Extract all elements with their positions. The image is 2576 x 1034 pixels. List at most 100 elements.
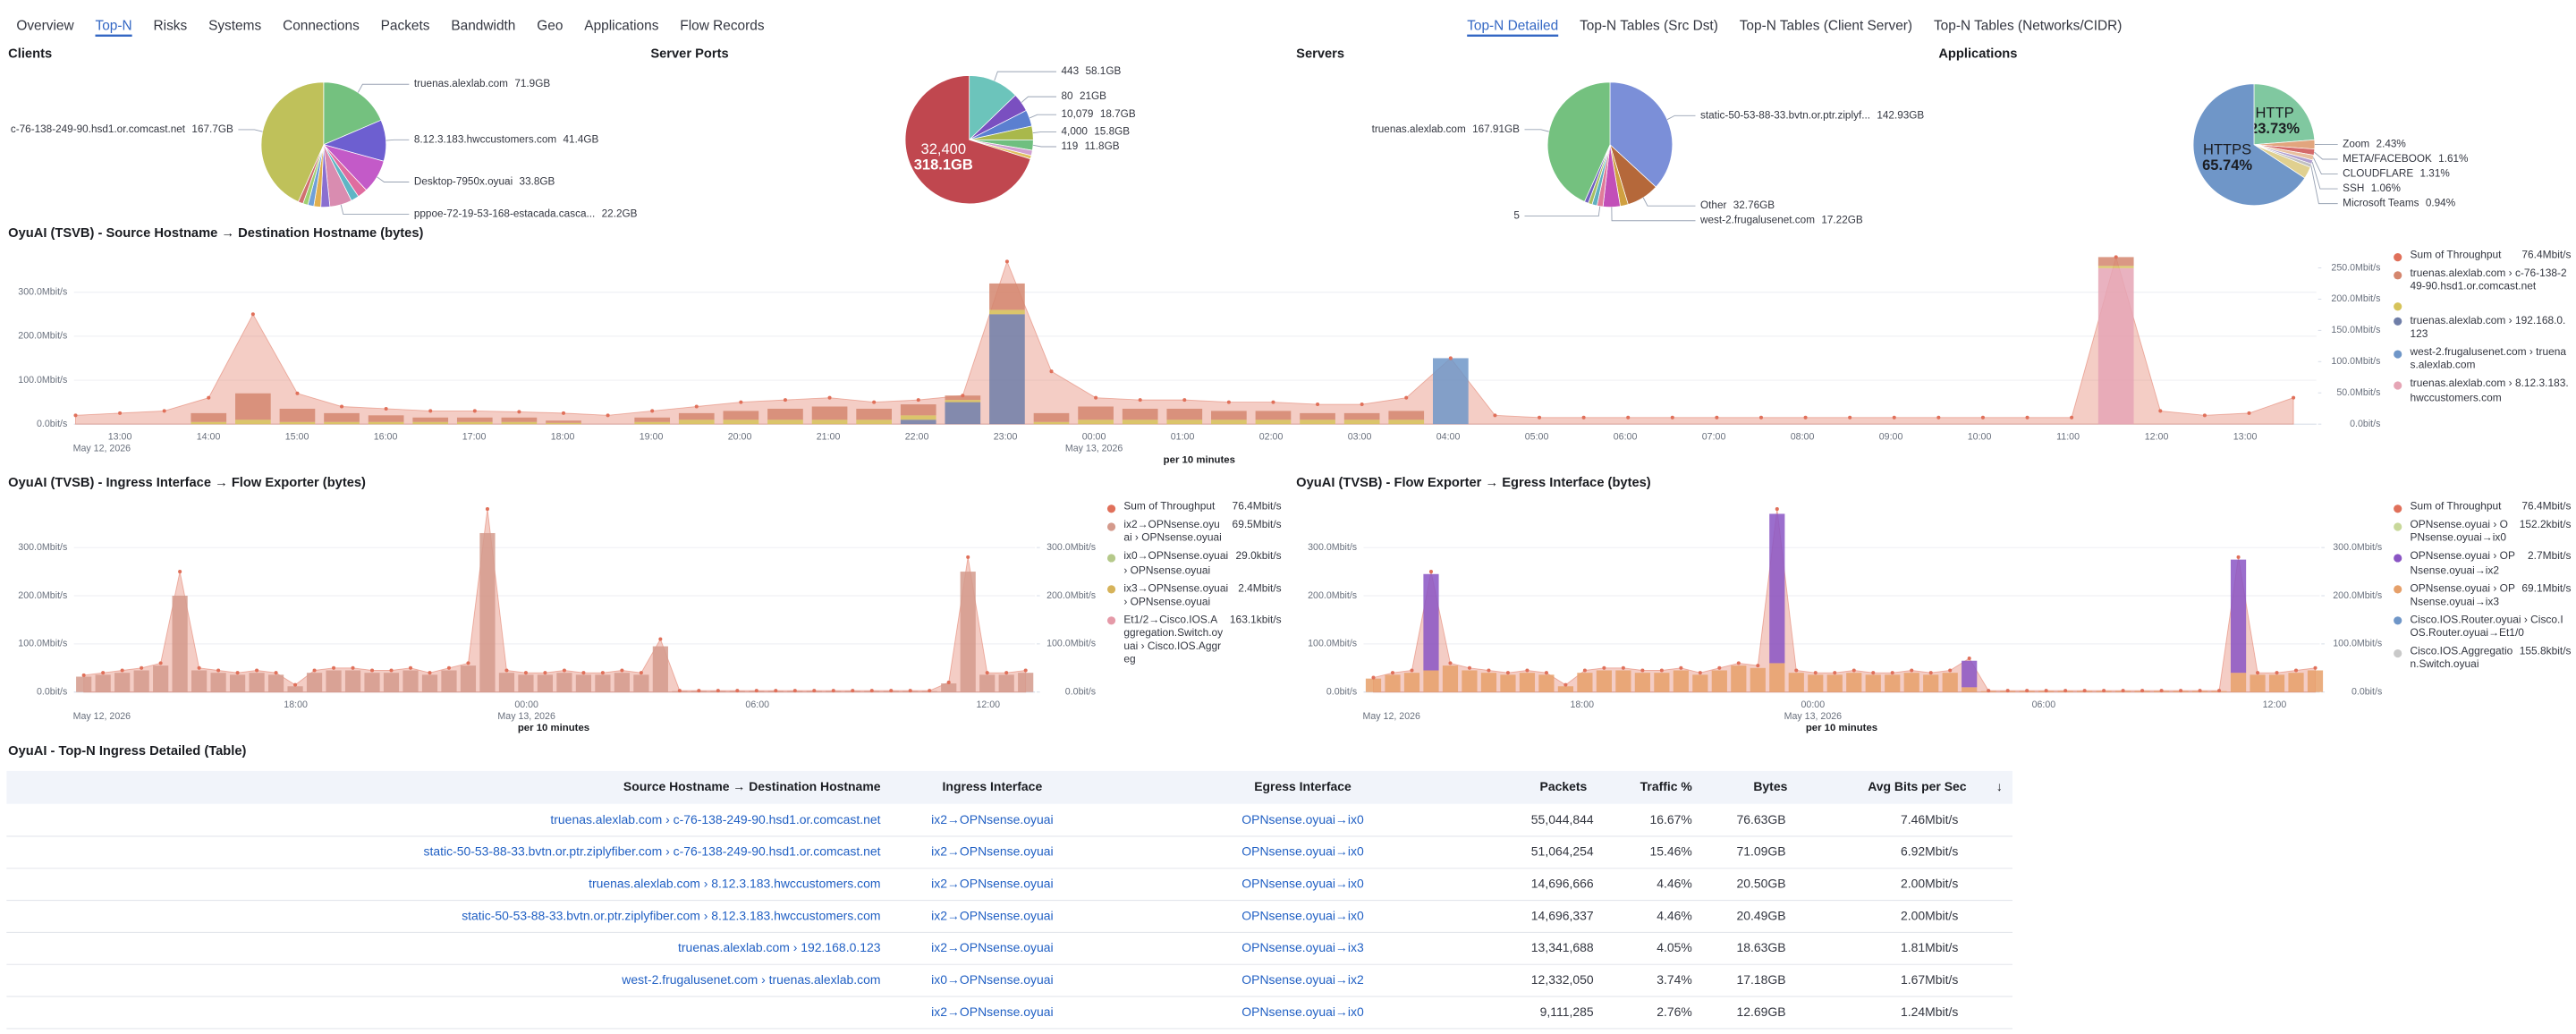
bar [498,673,515,692]
table-link[interactable]: OPNsense.oyuai→ix2 [1241,972,1364,987]
table-link[interactable]: ix2→OPNsense.oyuai [931,1004,1053,1019]
column-header[interactable]: Bytes [1753,779,1787,793]
column-header[interactable]: Packets [1540,779,1588,793]
bar [1166,420,1203,425]
slice-name: 443 [1062,65,1080,77]
bar [1078,406,1114,420]
legend-swatch [2394,301,2402,311]
nav-tab[interactable]: Top-N Tables (Networks/CIDR) [1934,18,2122,33]
point [908,689,912,693]
legend-item[interactable]: OPNsense.oyuai › OPNsense.oyuai→ix2 2.7Mb… [2390,551,2571,578]
table-link[interactable]: static-50-53-88-33.bvtn.or.ptr.ziplyfibe… [424,844,881,859]
legend-item[interactable]: OPNsense.oyuai › OPNsense.oyuai→ix0 152.2… [2390,520,2571,547]
table-link[interactable]: OPNsense.oyuai→ix0 [1241,1004,1364,1019]
legend-item[interactable]: ix0→OPNsense.oyuai › OPNsense.oyuai 29.0k… [1104,551,1282,578]
table-cell: 71.09GB [1736,844,1785,859]
sort-indicator[interactable]: ↓ [1996,779,2003,793]
legend-item[interactable]: ix2→OPNsense.oyuai › OPNsense.oyuai 69.5M… [1104,520,1282,547]
nav-tab[interactable]: Top-N Tables (Src Dst) [1580,18,1718,33]
column-header[interactable]: Avg Bits per Sec [1868,779,1967,793]
nav-tab[interactable]: Top-N Detailed [1467,18,1558,33]
slice-label: west-2.frugalusenet.com 17.22GB [1699,215,1863,226]
table-link[interactable]: truenas.alexlab.com › c-76-138-249-90.hs… [550,812,880,826]
slice-value: 0.94% [2426,198,2456,209]
nav-tab[interactable]: Risks [154,18,188,33]
bar [383,673,400,692]
legend-item[interactable]: Cisco.IOS.Router.oyuai › Cisco.IOS.Route… [2390,614,2571,641]
bar [1903,673,1919,692]
column-header[interactable]: Source Hostname → Destination Hostname [623,779,881,793]
bar [1462,670,1478,692]
slice-value: 18.7GB [1100,108,1136,120]
slice-label: Zoom 2.43% [2343,139,2406,150]
table-link[interactable]: ix0→OPNsense.oyuai [931,972,1053,987]
slice-label: CLOUDFLARE 1.31% [2343,168,2450,180]
table-link[interactable]: west-2.frugalusenet.com › truenas.alexla… [621,972,880,987]
point [1803,415,1808,420]
nav-tab[interactable]: Geo [537,18,563,33]
table-link[interactable]: OPNsense.oyuai→ix0 [1241,876,1364,890]
bar [856,408,892,420]
legend-item[interactable]: ix3→OPNsense.oyuai › OPNsense.oyuai 2.4Mb… [1104,583,1282,610]
table-link[interactable]: truenas.alexlab.com › 8.12.3.183.hwccust… [589,876,880,890]
column-header[interactable]: Ingress Interface [943,779,1043,793]
column-header[interactable]: Traffic % [1640,779,1693,793]
table-link[interactable]: OPNsense.oyuai→ix0 [1241,908,1364,922]
point [120,668,124,673]
legend-item[interactable]: Et1/2→Cisco.IOS.Aggregation.Switch.oyuai… [1104,614,1282,668]
legend-item[interactable]: OPNsense.oyuai › OPNsense.oyuai→ix3 69.1M… [2390,583,2571,610]
nav-tab[interactable]: Top-N [96,18,132,33]
point [658,637,663,641]
point [985,671,989,675]
legend-item[interactable]: truenas.alexlab.com › 192.168.0.123 [2390,316,2571,343]
bar [811,406,848,420]
nav-tab[interactable]: Applications [584,18,658,33]
nav-tab[interactable]: Bandwidth [451,18,515,33]
x-tick-label: 10:00 [1968,432,1992,443]
bar [172,596,188,692]
column-header[interactable]: Egress Interface [1254,779,1352,793]
legend-item[interactable]: truenas.alexlab.com › c-76-138-249-90.hs… [2390,268,2571,295]
table-link[interactable]: ix2→OPNsense.oyuai [931,876,1053,890]
bar [1018,673,1034,692]
slice-label: static-50-53-88-33.bvtn.or.ptr.ziplyf...… [1700,109,1924,121]
point [831,689,835,693]
legend-item[interactable]: west-2.frugalusenet.com › truenas.alexla… [2390,347,2571,374]
table-cell: 12.69GB [1736,1004,1785,1019]
slice-name: Desktop-7950x.oyuai [414,176,513,188]
table-link[interactable]: ix2→OPNsense.oyuai [931,844,1053,859]
legend-item[interactable]: Sum of Throughput 76.4Mbit/s [1104,502,1282,515]
table-link[interactable]: truenas.alexlab.com › 192.168.0.123 [678,940,881,954]
slice-name: west-2.frugalusenet.com [1699,215,1815,226]
nav-tab[interactable]: Systems [208,18,261,33]
table-link[interactable]: OPNsense.oyuai→ix0 [1241,812,1364,826]
nav-tab[interactable]: Top-N Tables (Client Server) [1740,18,1912,33]
legend-item[interactable]: Sum of Throughput 76.4Mbit/s [2390,502,2571,515]
point [1679,665,1683,670]
bar [229,674,246,692]
legend-item[interactable]: truenas.alexlab.com › 8.12.3.183.hwccust… [2390,378,2571,405]
nav-tab[interactable]: Connections [283,18,360,33]
table-link[interactable]: OPNsense.oyuai→ix3 [1241,940,1364,954]
bar [133,670,149,692]
legend-item[interactable]: Sum of Throughput 76.4Mbit/s [2390,250,2571,263]
table-cell: 2.00Mbit/s [1901,876,1958,890]
point [1833,671,1837,675]
point [1410,668,1414,673]
nav-tab[interactable]: Packets [381,18,430,33]
bar [633,674,649,692]
table-link[interactable]: ix2→OPNsense.oyuai [931,812,1053,826]
table-link[interactable]: ix2→OPNsense.oyuai [931,908,1053,922]
slice-name: HTTP [2255,105,2293,122]
legend-swatch [1106,521,1116,530]
point [384,406,388,411]
nav-tab[interactable]: Flow Records [680,18,765,33]
table-link[interactable]: static-50-53-88-33.bvtn.or.ptr.ziplyfibe… [462,908,880,922]
bar [1388,411,1425,420]
table-link[interactable]: ix2→OPNsense.oyuai [931,940,1053,954]
legend-item[interactable] [2390,300,2571,311]
nav-tab[interactable]: Overview [16,18,74,33]
legend-item[interactable]: Cisco.IOS.Aggregation.Switch.oyuai 155.8k… [2390,647,2571,674]
y2-tick-label: 250.0Mbit/s [2331,262,2380,273]
table-link[interactable]: OPNsense.oyuai→ix0 [1241,844,1364,859]
